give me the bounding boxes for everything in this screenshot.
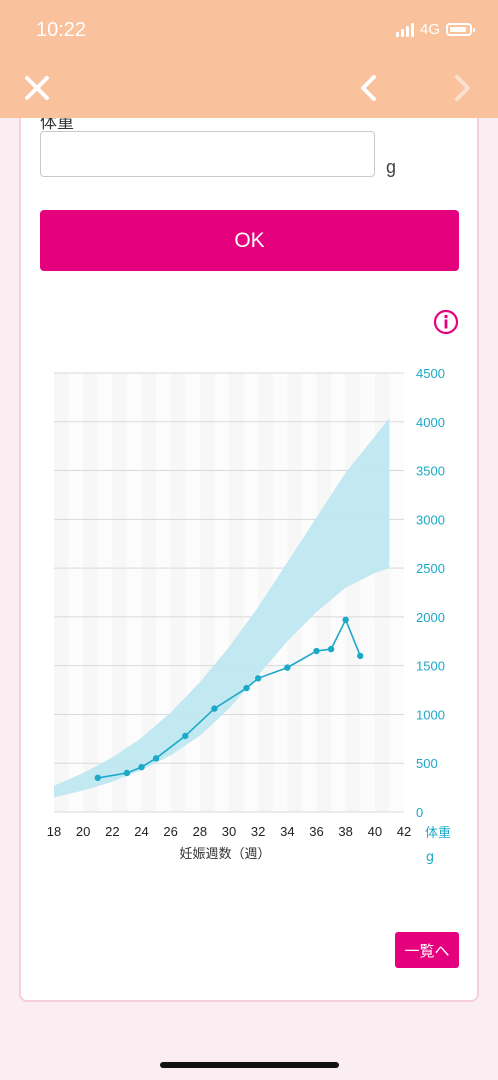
battery-icon <box>446 23 475 36</box>
data-point <box>152 755 160 762</box>
week-stripe <box>389 373 404 812</box>
x-tick-label: 42 <box>397 824 411 839</box>
data-point <box>342 616 349 624</box>
week-stripe <box>185 373 200 812</box>
x-tick-label: 18 <box>47 824 61 839</box>
y-tick-label: 1500 <box>416 659 445 674</box>
info-icon[interactable] <box>433 309 459 335</box>
fetal-weight-chart: 18 20 22 24 26 28 30 32 34 36 38 40 42 0 500 1000 1500 2… <box>47 366 451 865</box>
x-tick-label: 22 <box>105 824 119 839</box>
network-label: 4G <box>419 21 440 38</box>
close-button[interactable] <box>19 70 55 106</box>
data-point <box>211 705 218 712</box>
weight-input[interactable] <box>40 131 375 177</box>
data-point <box>313 647 320 655</box>
week-stripe <box>97 373 113 812</box>
x-tick-label: 28 <box>193 824 207 839</box>
week-stripe <box>360 373 375 812</box>
status-time: 10:22 <box>36 19 87 41</box>
x-tick-label: 36 <box>309 824 323 839</box>
y-tick-label: 4500 <box>416 366 445 381</box>
week-stripe <box>214 373 229 812</box>
x-tick-label: 20 <box>76 824 90 839</box>
y-tick-label: 3500 <box>416 464 445 479</box>
x-tick-label: 26 <box>163 824 177 839</box>
week-stripe <box>68 373 84 812</box>
x-tick-label: 34 <box>280 824 294 839</box>
close-icon <box>25 76 49 100</box>
status-indicators: 4G <box>395 21 475 38</box>
week-stripe <box>126 373 142 812</box>
top-bar: 10:22 4G <box>0 0 498 118</box>
x-tick-label: 32 <box>251 824 265 839</box>
y-tick-label: 1000 <box>416 707 445 722</box>
data-point <box>94 774 101 782</box>
list-button[interactable]: 一覧へ <box>395 932 459 968</box>
data-point <box>243 684 250 692</box>
x-axis-label: 妊娠週数（週） <box>179 847 270 862</box>
chevron-left-icon <box>361 75 376 101</box>
x-tick-label: 38 <box>338 824 352 839</box>
y-tick-label: 4000 <box>416 415 445 430</box>
y-tick-label: 2000 <box>416 610 445 625</box>
x-tick-label: 30 <box>222 824 236 839</box>
y-tick-label: 3000 <box>416 512 445 527</box>
data-point <box>327 645 335 653</box>
next-button[interactable] <box>444 70 480 106</box>
data-point <box>357 652 364 660</box>
data-point <box>284 664 291 671</box>
signal-icon <box>395 22 414 37</box>
y-tick-label: 500 <box>416 756 438 771</box>
ok-button[interactable]: OK <box>40 210 459 271</box>
data-point <box>138 763 145 771</box>
chevron-right-icon <box>455 75 470 101</box>
weight-unit: g <box>386 157 397 177</box>
data-point <box>123 769 131 777</box>
y-tick-label: 0 <box>416 805 423 820</box>
data-point <box>182 732 189 740</box>
prev-button[interactable] <box>351 70 387 106</box>
y-tick-label: 2500 <box>416 561 445 576</box>
y-axis-label: 体重 <box>425 825 451 841</box>
week-stripe <box>243 373 259 812</box>
home-indicator <box>160 1062 339 1068</box>
x-tick-label: 40 <box>368 824 382 839</box>
week-stripe <box>156 373 171 812</box>
x-tick-label: 24 <box>134 824 148 839</box>
data-point <box>254 675 262 682</box>
y-axis-unit: g <box>426 850 434 865</box>
